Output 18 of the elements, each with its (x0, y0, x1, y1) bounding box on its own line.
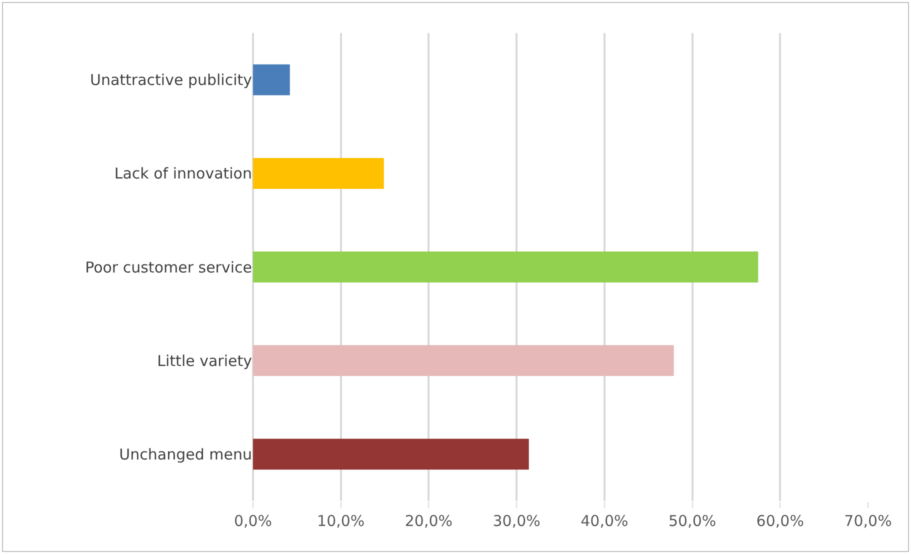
x-tick-label: 50,0% (668, 512, 716, 530)
y-tick-label: Little variety (157, 352, 252, 370)
x-tick-label: 40,0% (580, 512, 628, 530)
bar (253, 158, 384, 189)
x-tick-label: 10,0% (317, 512, 365, 530)
x-tick-label: 30,0% (492, 512, 540, 530)
y-tick-label: Unattractive publicity (90, 71, 252, 90)
bar (253, 438, 529, 470)
x-tick-label: 70,0% (844, 512, 892, 530)
y-tick-label: Lack of innovation (114, 164, 252, 183)
x-tick-label: 0,0% (234, 512, 272, 530)
y-tick-label: Poor customer service (85, 258, 252, 276)
y-tick-label: Unchanged menu (119, 445, 252, 464)
x-tick-label: 20,0% (404, 512, 453, 530)
x-tick-label: 60,0% (756, 512, 804, 530)
bar (253, 252, 758, 282)
bar (253, 345, 674, 376)
bar (253, 64, 290, 96)
